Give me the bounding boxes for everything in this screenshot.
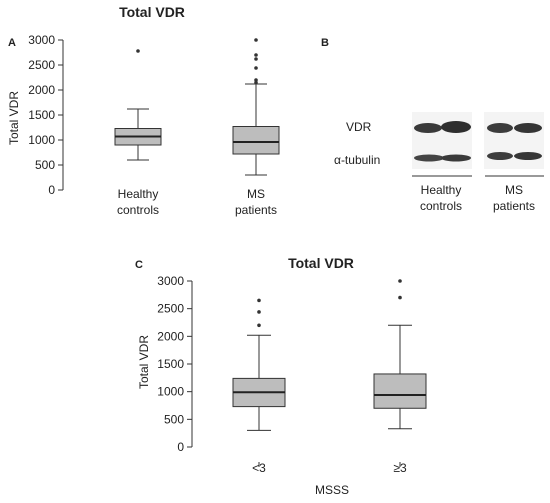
panel-a-letter: A — [8, 37, 16, 49]
panel-c-group-0-outlier-1 — [257, 310, 261, 314]
panel-c-ytick-label-0: 0 — [177, 440, 184, 454]
panel-c-ytick-label-6: 3000 — [157, 274, 184, 288]
panel-a-ytick-label-4: 2000 — [28, 83, 55, 97]
blot-group-label-healthy-2: controls — [420, 199, 462, 213]
panel-a-group-0-label-1: controls — [117, 203, 159, 217]
panel-c-title: Total VDR — [288, 255, 354, 271]
panel-c-ylabel: Total VDR — [137, 335, 151, 389]
panel-a-ytick-label-2: 1000 — [28, 133, 55, 147]
panel-a-ylabel: Total VDR — [7, 91, 21, 145]
panel-a: A Total VDR Total VDR 0 500 1000 1500 2000 25… — [7, 4, 280, 217]
panel-c-group-0-label-0: <3 — [252, 461, 266, 475]
western-blot-image — [412, 112, 544, 177]
panel-c-group-1-iqr-box — [373, 373, 427, 409]
panel-b: B VDR α-tubulin Healthy controls MS pati… — [321, 37, 544, 213]
panel-a-group-1-label-0: MS — [247, 187, 265, 201]
panel-a-group-0-label-0: Healthy — [118, 187, 159, 201]
panel-a-group-1-outlier-3 — [254, 57, 258, 61]
panel-a-ytick-label-1: 500 — [35, 158, 55, 172]
panel-a-group-1-label-1: patients — [235, 203, 277, 217]
panel-c: C Total VDR Total VDR 0 500 1000 1500 2000 25… — [135, 255, 427, 497]
panel-a-title: Total VDR — [119, 4, 185, 20]
panel-a-group-1-outlier-1 — [254, 78, 258, 82]
panel-a-group-1-outlier-4 — [254, 53, 258, 57]
panel-c-ytick-label-1: 500 — [164, 412, 184, 426]
panel-c-ytick-label-5: 2500 — [157, 302, 184, 316]
panel-a-group-1-outlier-0 — [254, 80, 258, 85]
panel-a-group-0-outlier-0 — [136, 49, 140, 53]
panel-c-group-0-outlier-0 — [257, 323, 261, 328]
panel-a-group-1-outlier-2 — [254, 66, 258, 70]
panel-a-ytick-label-0: 0 — [48, 183, 55, 197]
blot-group-label-ms-1: MS — [505, 183, 523, 197]
panel-c-letter: C — [135, 259, 143, 271]
panel-c-ytick-label-2: 1000 — [157, 385, 184, 399]
panel-c-group-1-outlier-1 — [398, 279, 402, 283]
blot-band-label-vdr: VDR — [346, 120, 372, 134]
panel-c-group-1-outlier-0 — [398, 295, 402, 300]
blot-band-label-tubulin: α-tubulin — [334, 153, 380, 167]
panel-c-group-0-outlier-2 — [257, 298, 261, 303]
panel-a-ytick-label-5: 2500 — [28, 58, 55, 72]
panel-c-ytick-label-3: 1500 — [157, 357, 184, 371]
panel-b-letter: B — [321, 37, 329, 49]
panel-a-group-1-outlier-5 — [254, 38, 258, 42]
panel-c-group-1-label-0: ≥3 — [393, 461, 407, 475]
panel-a-group-1-iqr-box — [232, 126, 280, 155]
panel-c-ytick-label-4: 2000 — [157, 329, 184, 343]
panel-a-ytick-label-6: 3000 — [28, 33, 55, 47]
blot-group-label-healthy-1: Healthy — [421, 183, 462, 197]
blot-group-label-ms-2: patients — [493, 199, 535, 213]
panel-c-xlabel: MSSS — [315, 483, 349, 497]
panel-a-ytick-label-3: 1500 — [28, 108, 55, 122]
